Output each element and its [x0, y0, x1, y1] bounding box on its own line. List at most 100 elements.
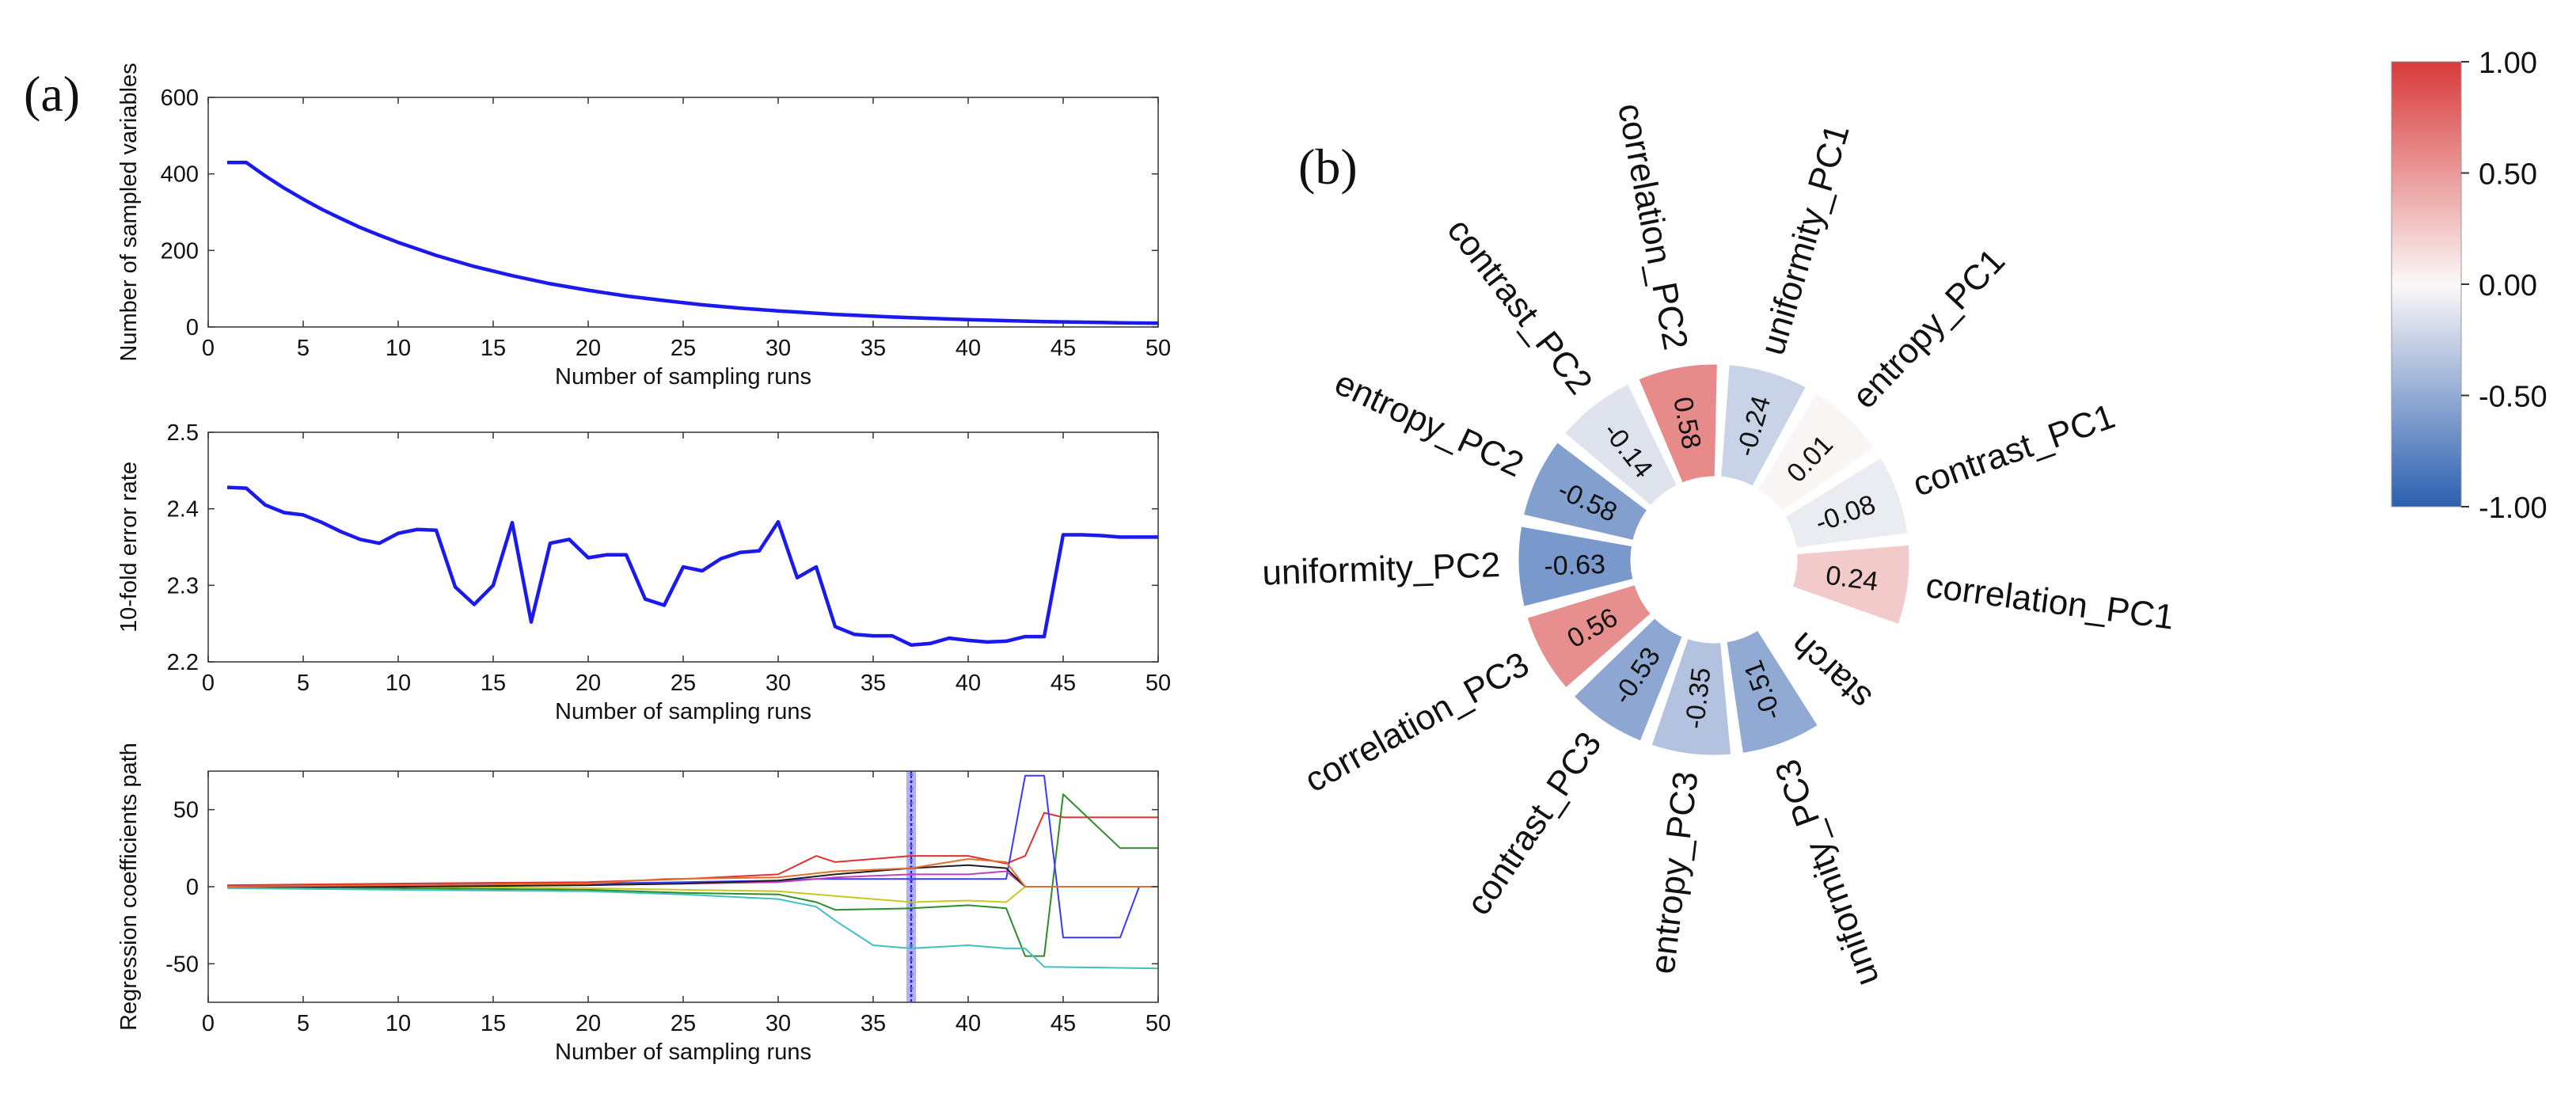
- x-tick-label: 45: [1051, 336, 1076, 361]
- x-tick-label: 15: [481, 671, 506, 696]
- y-tick-label: 200: [161, 238, 199, 264]
- x-tick-label: 35: [861, 1011, 886, 1036]
- x-tick-label: 20: [576, 1011, 601, 1036]
- x-tick-label: 25: [671, 1011, 696, 1036]
- colorbar-tick-label: 0.50: [2479, 158, 2537, 192]
- x-tick-label: 15: [481, 1011, 506, 1036]
- x-tick-label: 50: [1146, 336, 1171, 361]
- y-tick-label: -50: [165, 952, 199, 977]
- x-tick-label: 0: [202, 336, 215, 361]
- y-tick-label: 2.4: [167, 497, 199, 523]
- x-axis-label: Number of sampling runs: [555, 364, 811, 390]
- marker-star: *: [909, 971, 914, 981]
- marker-star: *: [909, 906, 914, 917]
- category-label-uniformity_PC1: uniformity_PC1: [1753, 120, 1856, 359]
- marker-star: *: [909, 928, 914, 938]
- segment-contrast_PC1: [1782, 454, 1910, 550]
- x-tick-label: 10: [386, 336, 411, 361]
- y-tick-label: 400: [161, 162, 199, 188]
- x-tick-label: 15: [481, 336, 506, 361]
- y-tick-label: 600: [161, 86, 199, 111]
- marker-star: *: [909, 821, 914, 831]
- marker-star: *: [909, 857, 914, 867]
- x-tick-label: 40: [956, 336, 981, 361]
- category-label-entropy_PC2: entropy_PC2: [1329, 363, 1529, 485]
- series-group: ********************************: [226, 771, 1158, 1002]
- segment-correlation_PC3: [1525, 582, 1654, 691]
- regression-path-plot: ******************************** 0 5 10 15 20…: [116, 743, 1171, 1065]
- category-label-correlation_PC1: correlation_PC1: [1924, 566, 2176, 637]
- marker-star: *: [909, 942, 914, 952]
- marker-star: *: [909, 935, 914, 945]
- x-tick-label: 45: [1051, 671, 1076, 696]
- colorbar-tick-label: 0.00: [2479, 269, 2537, 302]
- marker-star: *: [909, 800, 914, 810]
- y-tick-label: 2.5: [167, 420, 199, 446]
- marker-star: *: [909, 949, 914, 960]
- category-label-contrast_PC1: contrast_PC1: [1908, 397, 2120, 504]
- marker-star: *: [909, 956, 914, 967]
- marker-star: *: [909, 914, 914, 924]
- marker-star: *: [909, 842, 914, 853]
- marker-star: *: [909, 828, 914, 838]
- category-label-correlation_PC3: correlation_PC3: [1298, 644, 1536, 800]
- x-tick-label: 20: [576, 671, 601, 696]
- segment-uniformity_PC3: [1724, 627, 1821, 756]
- segment-uniformity_PC1: [1719, 363, 1809, 489]
- y-axis-label: Number of sampled variables: [116, 63, 142, 361]
- series-line-coef-3: [226, 887, 1158, 970]
- marker-star: *: [909, 978, 914, 988]
- y-axis-label: 10-fold error rate: [116, 462, 142, 633]
- series-group: [227, 160, 1158, 325]
- marker-star: *: [909, 792, 914, 803]
- category-label-contrast_PC2: contrast_PC2: [1439, 211, 1599, 401]
- series-line-coef-1: [226, 811, 1158, 887]
- marker-star: *: [909, 771, 914, 781]
- x-tick-label: 20: [576, 336, 601, 361]
- marker-star: *: [909, 878, 914, 888]
- colorbar-tick-label: 1.00: [2479, 47, 2537, 80]
- marker-star: *: [909, 807, 914, 817]
- x-tick-label: 0: [202, 1011, 215, 1036]
- colorbar-tick-label: -0.50: [2479, 381, 2548, 414]
- segment-value-uniformity_PC2: -0.63: [1544, 549, 1606, 582]
- series-line-sampled variables: [227, 160, 1158, 325]
- x-tick-label: 50: [1146, 1011, 1171, 1036]
- series-line-coef-6: [227, 886, 1158, 903]
- marker-star: *: [909, 871, 914, 881]
- category-label-correlation_PC2: correlation_PC2: [1610, 101, 1695, 353]
- x-tick-label: 50: [1146, 671, 1171, 696]
- segment-value-correlation_PC1: 0.24: [1824, 561, 1880, 597]
- segment-entropy_PC3: [1649, 636, 1734, 758]
- segment-contrast_PC3: [1571, 615, 1685, 744]
- panel-a-label: (a): [24, 66, 80, 122]
- category-label-uniformity_PC2: uniformity_PC2: [1262, 545, 1501, 592]
- x-tick-label: 25: [671, 671, 696, 696]
- x-tick-label: 35: [861, 671, 886, 696]
- x-tick-label: 5: [297, 1011, 310, 1036]
- colorbar: 1.00 0.50 0.00 -0.50 -1.00: [2391, 47, 2548, 525]
- marker-star: *: [909, 849, 914, 860]
- marker-star: *: [909, 921, 914, 931]
- panel-b-label: (b): [1298, 139, 1358, 195]
- x-tick-label: 5: [297, 671, 310, 696]
- y-tick-label: 50: [173, 798, 199, 823]
- category-label-entropy_PC1: entropy_PC1: [1845, 241, 2012, 416]
- x-tick-label: 10: [386, 671, 411, 696]
- segment-entropy_PC2: [1521, 439, 1651, 543]
- marker-star: *: [909, 985, 914, 995]
- error-rate-plot: 0 5 10 15 20 25 30 35 40 45 50 2.2 2.3 2.4 2.5 Number o…: [116, 420, 1171, 724]
- x-tick-label: 5: [297, 336, 310, 361]
- series-line-error rate: [226, 485, 1158, 647]
- plot-frame: [207, 431, 1159, 663]
- radial-correlation-chart: 0.24 correlation_PC1-0.08contrast_PC10.01…: [1262, 101, 2176, 991]
- series-line-coef-8: [226, 858, 1158, 887]
- marker-star: *: [909, 778, 914, 789]
- marker-star: *: [909, 992, 914, 1002]
- y-axis-label: Regression coefficients path: [116, 743, 142, 1031]
- segment-correlation_PC1: [1790, 542, 1912, 627]
- marker-star: *: [909, 899, 914, 910]
- y-tick-label: 0: [186, 315, 199, 340]
- x-tick-label: 30: [766, 1011, 791, 1036]
